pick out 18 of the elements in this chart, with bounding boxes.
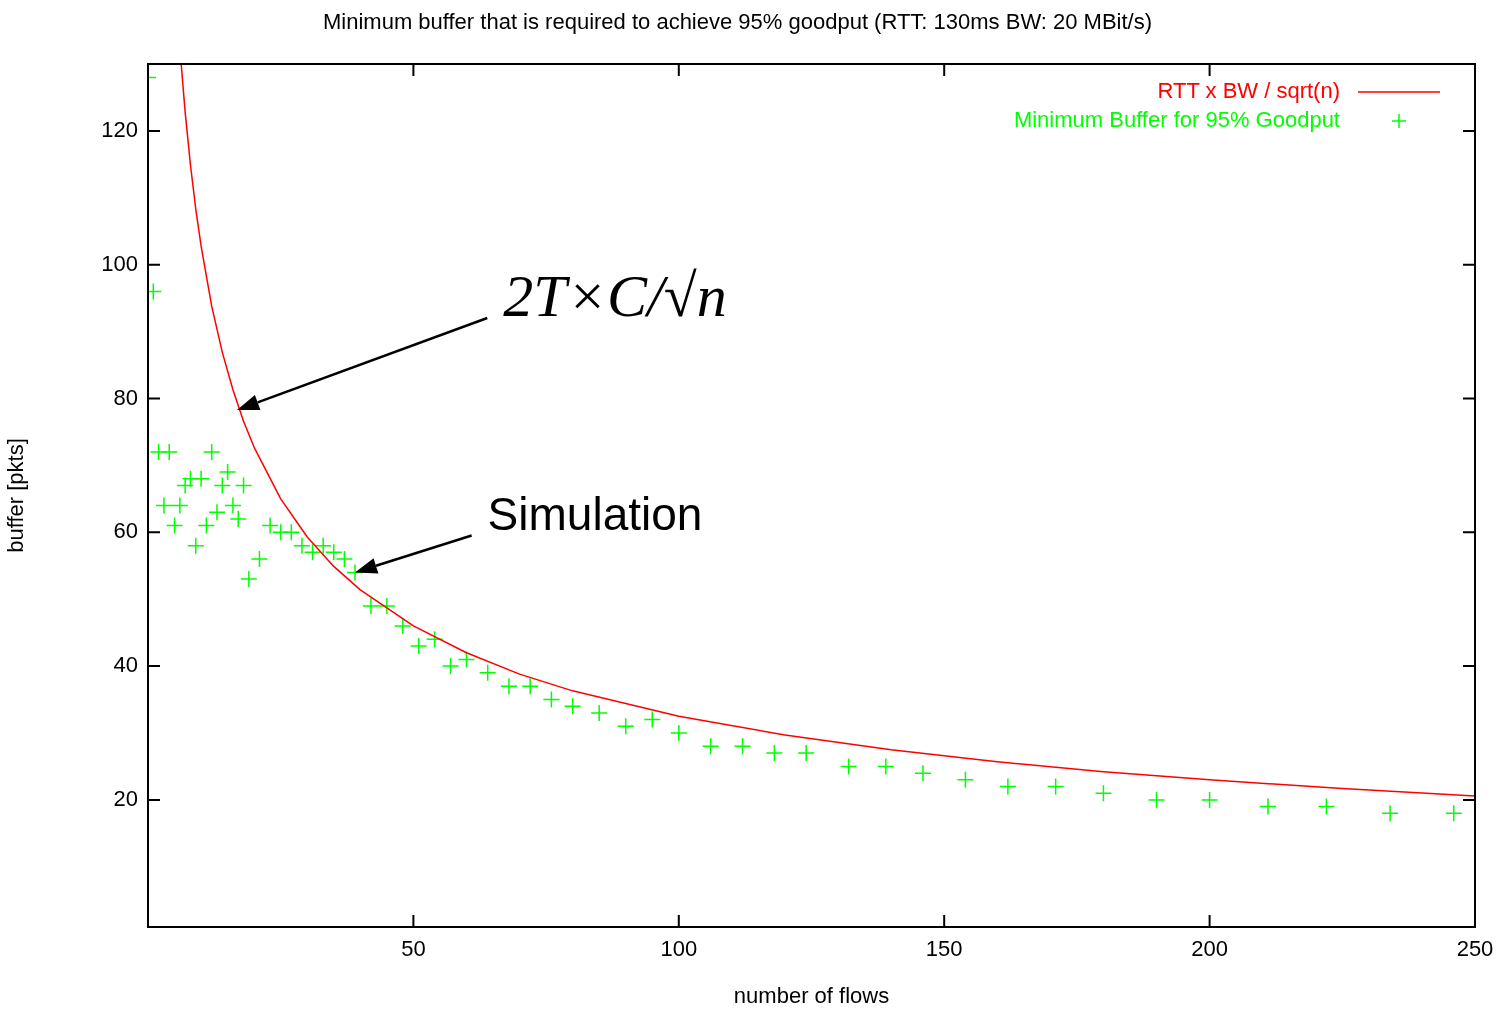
x-tick-label: 150 <box>925 936 963 962</box>
x-tick-label: 100 <box>660 936 698 962</box>
x-tick-label: 200 <box>1191 936 1228 962</box>
x-tick-label: 250 <box>1456 936 1494 962</box>
x-axis-title: number of flows <box>733 982 890 1008</box>
x-tick-label: 50 <box>401 936 426 962</box>
y-tick-label: 60 <box>113 518 138 544</box>
y-tick-label: 20 <box>113 785 138 811</box>
y-tick-label: 80 <box>113 384 138 410</box>
legend-label: Minimum Buffer for 95% Goodput <box>1013 107 1340 133</box>
y-tick-label: 120 <box>101 116 138 142</box>
y-tick-label: 40 <box>113 652 138 678</box>
annotation: Simulation <box>487 488 703 541</box>
annotation: 2T×C/√n <box>503 262 727 329</box>
y-axis-title: buffer [pkts] <box>3 438 29 553</box>
legend-label: RTT x BW / sqrt(n) <box>1157 78 1340 104</box>
chart-title: Minimum buffer that is required to achieve 95% goodput (RTT: 130ms BW: 20 MBit/s) <box>322 9 1153 35</box>
y-tick-label: 100 <box>101 250 138 276</box>
